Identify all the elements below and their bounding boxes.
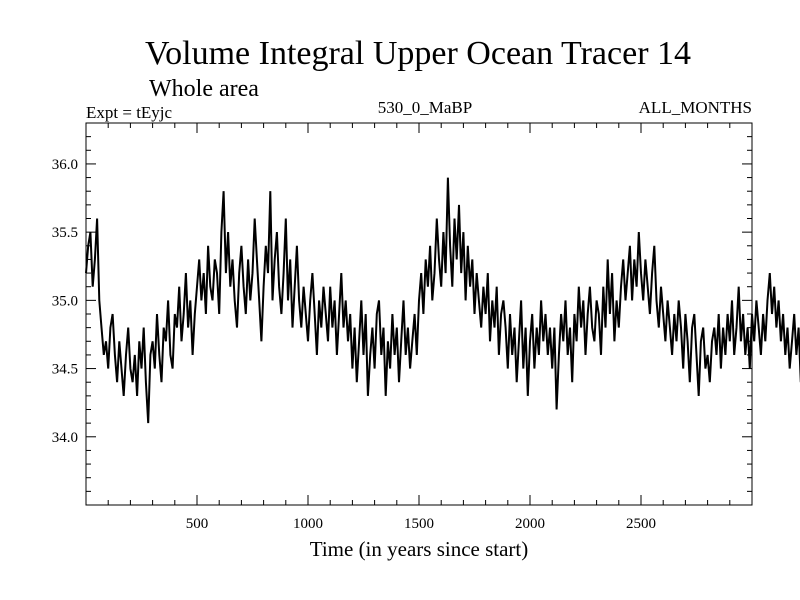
axis-ticks xyxy=(86,123,752,505)
chart-subtitle: Whole area xyxy=(149,76,259,102)
plot-frame xyxy=(85,122,753,506)
y-tick-label: 36.0 xyxy=(52,157,78,173)
x-tick-label: 1500 xyxy=(404,516,434,532)
expt-label: Expt = tEyjc xyxy=(86,103,173,122)
x-tick-label: 2000 xyxy=(515,516,545,532)
period-label: ALL_MONTHS xyxy=(639,98,752,117)
run-label: 530_0_MaBP xyxy=(378,98,472,117)
series-line-tracer14 xyxy=(85,177,800,424)
x-tick-label: 2500 xyxy=(626,516,656,532)
axis-tick-labels: 500 1000 1500 2000 2500 34.0 34.5 35.0 35.5 36.0 xyxy=(52,157,656,532)
x-tick-label: 1000 xyxy=(293,516,323,532)
y-tick-label: 34.5 xyxy=(52,362,78,378)
y-tick-label: 34.0 xyxy=(52,430,78,446)
chart-title: Volume Integral Upper Ocean Tracer 14 xyxy=(145,35,691,72)
x-tick-label: 500 xyxy=(186,516,209,532)
y-tick-label: 35.5 xyxy=(52,225,78,241)
y-tick-label: 35.0 xyxy=(52,293,78,309)
x-axis-label: Time (in years since start) xyxy=(310,537,529,561)
